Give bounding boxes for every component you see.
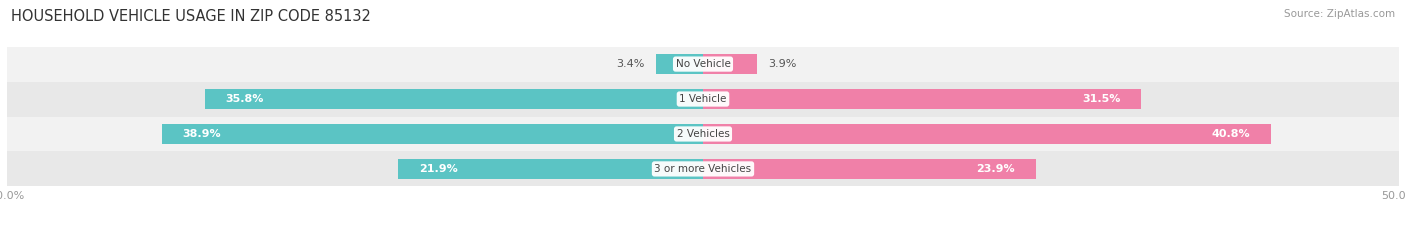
Text: 1 Vehicle: 1 Vehicle [679,94,727,104]
Text: Source: ZipAtlas.com: Source: ZipAtlas.com [1284,9,1395,19]
Text: 21.9%: 21.9% [419,164,458,174]
Bar [703,54,758,74]
Bar [162,124,703,144]
Bar [703,159,1036,179]
Text: 23.9%: 23.9% [976,164,1015,174]
Bar [655,54,703,74]
Bar [398,159,703,179]
Text: 3 or more Vehicles: 3 or more Vehicles [654,164,752,174]
Text: 3.4%: 3.4% [616,59,644,69]
Bar [7,151,1399,186]
Bar [7,116,1399,151]
Text: 35.8%: 35.8% [225,94,264,104]
Text: HOUSEHOLD VEHICLE USAGE IN ZIP CODE 85132: HOUSEHOLD VEHICLE USAGE IN ZIP CODE 8513… [11,9,371,24]
Bar [7,47,1399,82]
Bar [703,89,1142,109]
Text: 38.9%: 38.9% [183,129,221,139]
Text: No Vehicle: No Vehicle [675,59,731,69]
Text: 3.9%: 3.9% [769,59,797,69]
Bar [703,124,1271,144]
Bar [205,89,703,109]
Bar [7,82,1399,116]
Text: 2 Vehicles: 2 Vehicles [676,129,730,139]
Text: 31.5%: 31.5% [1083,94,1121,104]
Text: 40.8%: 40.8% [1212,129,1250,139]
